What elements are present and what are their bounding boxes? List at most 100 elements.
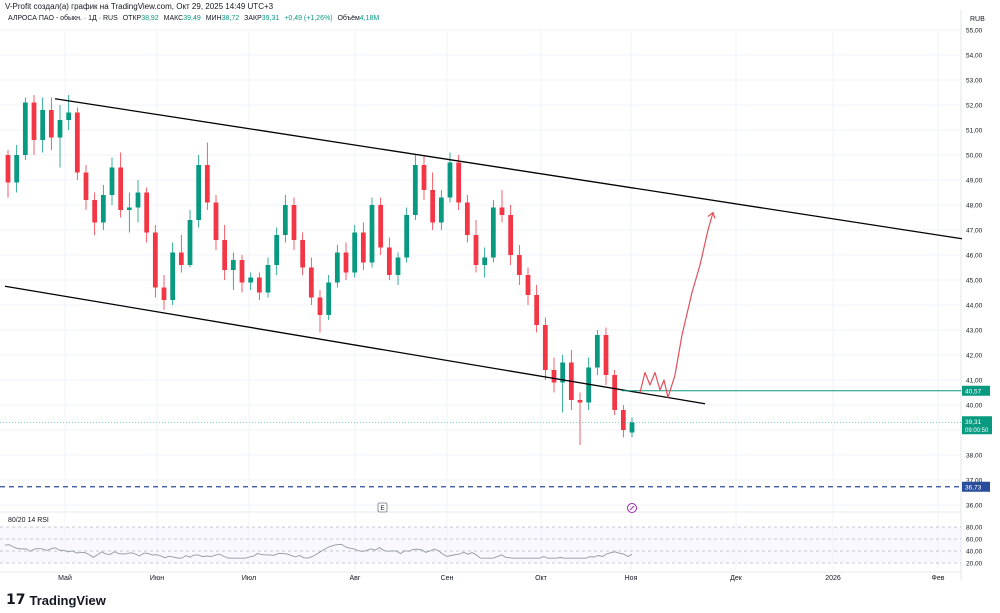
candle-body — [404, 215, 410, 258]
candle-body — [551, 370, 557, 383]
time-tick: Фев — [932, 575, 945, 582]
candle-body — [83, 172, 89, 200]
support-price-label-bg — [962, 481, 990, 492]
volume-value: 4,18M — [359, 15, 380, 22]
candle-body — [525, 275, 531, 295]
candle-body — [586, 367, 592, 403]
countdown-label: 09:00:50 — [965, 428, 989, 434]
price-tick: 45,00 — [966, 278, 983, 285]
candle-body — [109, 167, 115, 195]
candle-body — [482, 257, 488, 265]
candle-body — [490, 207, 496, 258]
time-tick: Сен — [441, 575, 454, 582]
candle-body — [334, 252, 340, 283]
candle-body — [360, 232, 366, 263]
time-tick: Авг — [350, 575, 361, 582]
candle-body — [386, 247, 392, 275]
candle-body — [144, 192, 150, 233]
earnings-marker — [377, 502, 388, 513]
candle-body — [343, 252, 349, 273]
time-tick: Ноя — [625, 575, 638, 582]
candle-body — [421, 165, 427, 190]
change-value: +0,49 (+1,26%) — [284, 15, 333, 22]
candle-body — [326, 282, 332, 315]
price-tick: 41,00 — [966, 378, 983, 385]
time-tick: 2026 — [825, 575, 841, 582]
tradingview-logo-text: TradingView — [29, 592, 106, 608]
time-tick: Май — [58, 574, 72, 582]
high-value: 39,49 — [183, 15, 201, 22]
candle-body — [378, 205, 384, 248]
grid — [0, 10, 962, 580]
rsi-tick: 20,00 — [966, 561, 983, 568]
candle-body — [291, 205, 297, 240]
candle-body — [534, 295, 540, 325]
candle-body — [499, 207, 505, 215]
tradingview-logo[interactable]: 17 TradingView — [6, 592, 106, 608]
candle-body — [239, 260, 245, 283]
chart-attribution: V-Profit создал(а) график на TradingView… — [5, 2, 274, 11]
rsi-band — [0, 527, 961, 563]
price-tick: 36,00 — [966, 503, 983, 510]
level-price-label-bg — [962, 385, 990, 396]
candle-body — [57, 120, 63, 138]
candle-body — [40, 110, 46, 140]
candle-body — [629, 422, 635, 433]
rsi-tick: 40,00 — [966, 549, 983, 556]
candle-body — [213, 202, 219, 240]
low-value: 38,72 — [221, 15, 240, 22]
price-tick: 51,00 — [966, 128, 983, 135]
price-axis: 55,00 54,00 53,00 52,00 51,00 50,00 49,00 48,00… — [962, 28, 992, 510]
channel-lower-line — [4, 285, 706, 405]
candle-body — [612, 375, 618, 410]
price-tick: 50,00 — [966, 153, 983, 160]
candle-body — [31, 102, 37, 140]
candle-body — [516, 255, 522, 275]
price-tick: 38,00 — [966, 453, 983, 460]
candle-body — [118, 167, 124, 210]
candle-body — [620, 410, 626, 430]
price-tick: 47,00 — [966, 228, 983, 235]
candle-body — [274, 235, 280, 265]
candle-body — [126, 207, 132, 210]
event-marker-glyph — [629, 505, 635, 511]
volume-label: Объём — [337, 15, 360, 22]
candle-body — [542, 325, 548, 370]
candle-body — [369, 205, 375, 263]
symbol-legend: АЛРОСА ПАО - обыкн. · 1Д · RUS ОТКР38,92… — [8, 15, 379, 22]
candle-body — [308, 267, 314, 298]
candle-body — [317, 297, 323, 315]
open-label: ОТКР — [122, 15, 142, 22]
price-tick: 44,00 — [966, 303, 983, 310]
candle-body — [265, 265, 271, 293]
rsi-tick: 60,00 — [966, 537, 983, 544]
candle-body — [412, 165, 418, 215]
candle-body — [603, 335, 609, 375]
candle-body — [100, 195, 106, 223]
candles — [5, 95, 635, 445]
candle-body — [438, 197, 444, 223]
close-value: 39,31 — [261, 15, 280, 22]
rsi-title: 80/20 14 RSI — [8, 517, 49, 524]
price-tick: 46,00 — [966, 253, 983, 260]
candle-body — [22, 102, 28, 155]
close-label: ЗАКР — [244, 15, 262, 22]
time-tick: Июл — [242, 575, 256, 582]
projection-path — [639, 212, 714, 399]
high-label: МАКС — [163, 15, 184, 22]
candle-body — [187, 220, 193, 265]
candle-body — [560, 362, 566, 383]
price-tick: 43,00 — [966, 328, 983, 335]
candle-body — [14, 155, 20, 183]
time-tick: Дек — [730, 575, 743, 582]
time-axis: Май Июн Июл Авг Сен Окт Ноя Дек 2026 Фев — [58, 574, 945, 582]
candle-body — [48, 110, 54, 138]
candle-body — [352, 232, 358, 273]
low-label: МИН — [205, 15, 222, 22]
candle-body — [300, 240, 306, 268]
candle-body — [74, 112, 80, 173]
earnings-marker-label: E — [380, 505, 385, 512]
candle-body — [161, 287, 167, 300]
candle-body — [594, 335, 600, 368]
